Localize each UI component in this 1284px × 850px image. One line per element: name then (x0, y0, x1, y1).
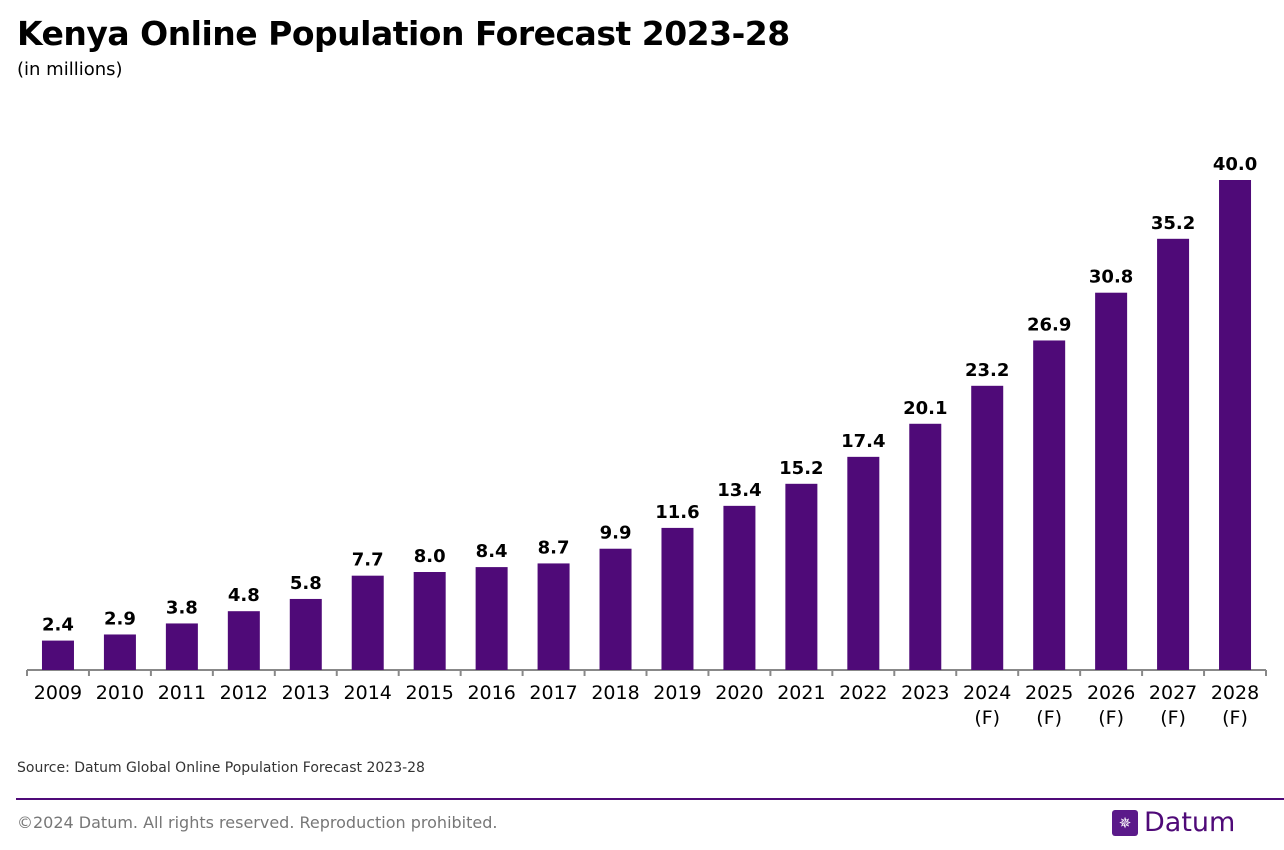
x-tick-label: 2019 (653, 682, 701, 704)
bar (785, 483, 818, 670)
chart-title: Kenya Online Population Forecast 2023-28 (17, 14, 790, 53)
x-tick-label: 2013 (282, 682, 330, 704)
bar (1095, 292, 1128, 670)
copyright-text: ©2024 Datum. All rights reserved. Reprod… (17, 813, 498, 832)
x-tick-label: 2015 (405, 682, 453, 704)
bar (475, 567, 508, 670)
globe-grid-icon: ✵ (1112, 809, 1138, 836)
bar (1219, 180, 1252, 670)
bar (289, 598, 322, 670)
data-label: 40.0 (1213, 154, 1257, 175)
bar (537, 563, 570, 670)
data-label: 8.0 (414, 546, 446, 567)
x-tick-label: 2026 (F) (1087, 682, 1135, 729)
data-label: 11.6 (655, 502, 699, 523)
x-tick-label: 2025 (F) (1025, 682, 1073, 729)
data-label: 8.4 (476, 541, 508, 562)
x-tick-label: 2022 (839, 682, 887, 704)
bar (847, 456, 880, 670)
bar (41, 640, 74, 670)
bar (1157, 238, 1190, 671)
data-label: 7.7 (352, 550, 384, 571)
chart-subtitle: (in millions) (17, 59, 123, 80)
bar (227, 611, 260, 670)
bar (1033, 340, 1066, 670)
x-tick-label: 2009 (34, 682, 82, 704)
data-label: 4.8 (228, 585, 260, 606)
x-tick-label: 2012 (220, 682, 268, 704)
data-label: 9.9 (600, 523, 632, 544)
x-tick-label: 2028 (F) (1211, 682, 1259, 729)
data-label: 23.2 (965, 360, 1009, 381)
bar (599, 548, 632, 670)
bar (165, 623, 198, 670)
data-label: 26.9 (1027, 314, 1071, 335)
x-tick-label: 2024 (F) (963, 682, 1011, 729)
x-tick-label: 2010 (96, 682, 144, 704)
bar (909, 423, 942, 670)
source-note: Source: Datum Global Online Population F… (17, 760, 425, 776)
datum-logo: ✵ Datum (1112, 807, 1235, 838)
data-label: 15.2 (779, 458, 823, 479)
data-label: 3.8 (166, 597, 198, 618)
bar (351, 575, 384, 670)
x-tick-label: 2027 (F) (1149, 682, 1197, 729)
data-label: 35.2 (1151, 213, 1195, 234)
x-tick-label: 2011 (158, 682, 206, 704)
data-label: 5.8 (290, 573, 322, 594)
x-tick-label: 2017 (529, 682, 577, 704)
x-tick-label: 2016 (467, 682, 515, 704)
bar (103, 634, 136, 670)
data-label: 17.4 (841, 431, 885, 452)
bar (413, 572, 446, 670)
x-tick-label: 2020 (715, 682, 763, 704)
data-label: 8.7 (538, 537, 570, 558)
bar (971, 385, 1004, 670)
bar (661, 527, 694, 670)
footer-divider (16, 798, 1284, 800)
x-tick-label: 2014 (344, 682, 392, 704)
x-tick-label: 2018 (591, 682, 639, 704)
x-tick-label: 2023 (901, 682, 949, 704)
data-label: 20.1 (903, 398, 947, 419)
x-tick-label: 2021 (777, 682, 825, 704)
bar (723, 505, 756, 670)
logo-text: Datum (1144, 807, 1236, 838)
data-label: 2.4 (42, 615, 74, 636)
data-label: 13.4 (717, 480, 761, 501)
data-label: 30.8 (1089, 267, 1133, 288)
data-label: 2.9 (104, 608, 136, 629)
